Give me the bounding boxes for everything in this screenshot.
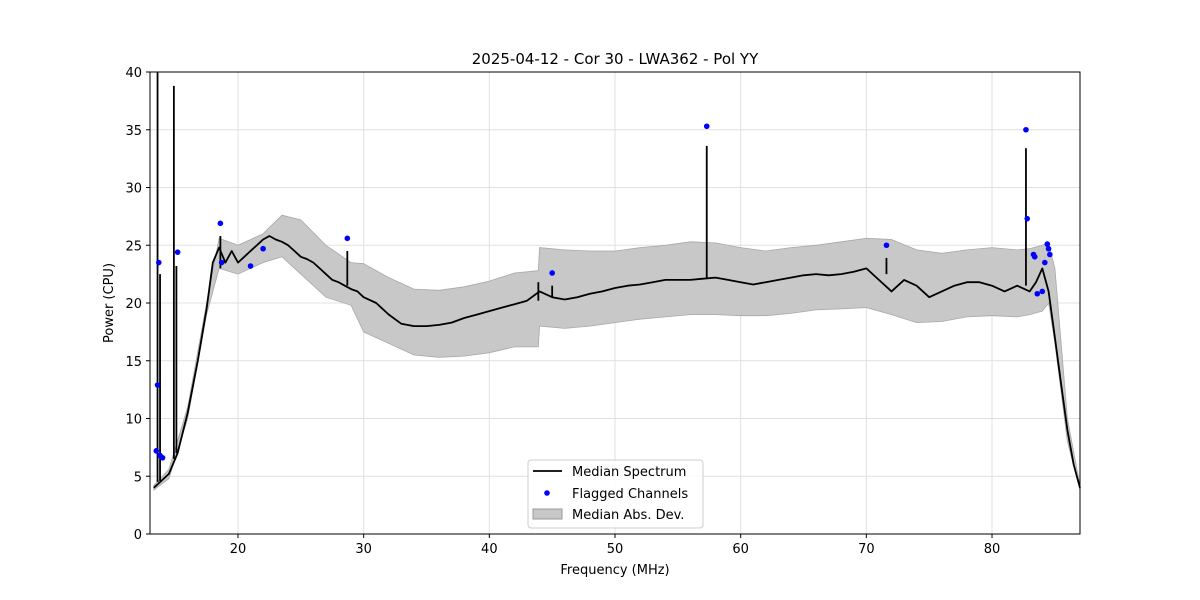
x-tick-label: 40 <box>481 542 498 557</box>
flagged-channel-point <box>1024 215 1031 222</box>
legend-flagged-label: Flagged Channels <box>572 487 688 502</box>
flagged-channel-point <box>1047 251 1053 258</box>
flagged-channel-point <box>549 270 555 276</box>
y-tick-label: 20 <box>125 297 142 312</box>
flagged-channel-point <box>344 235 351 242</box>
y-tick-label: 40 <box>125 66 142 81</box>
y-axis-title: Power (CPU) <box>102 263 117 343</box>
legend-flagged-swatch <box>544 490 550 496</box>
legend-mad-label: Median Abs. Dev. <box>572 508 684 523</box>
flagged-channel-point <box>1034 290 1041 297</box>
x-tick-label: 20 <box>230 542 247 557</box>
flagged-channel-point <box>883 242 890 249</box>
y-tick-label: 10 <box>125 413 142 428</box>
x-tick-label: 70 <box>858 542 875 557</box>
y-tick-label: 25 <box>125 239 142 254</box>
rfi-spikes <box>156 72 1027 483</box>
flagged-channel-point <box>260 245 266 252</box>
legend-median-label: Median Spectrum <box>572 465 686 480</box>
flagged-channel-point <box>1044 241 1051 247</box>
flagged-channel-point <box>1031 253 1038 260</box>
median-spectrum-line <box>153 235 1081 489</box>
x-tick-label: 50 <box>607 542 624 557</box>
flagged-channel-point <box>1023 126 1029 133</box>
flagged-channel-point <box>703 123 710 130</box>
y-tick-label: 5 <box>134 470 142 485</box>
flagged-channel-point <box>1045 245 1052 252</box>
legend-box <box>527 459 704 529</box>
x-tick-label: 30 <box>355 542 372 557</box>
flagged-channel-point <box>247 263 254 269</box>
flagged-channel-point <box>174 249 181 255</box>
flagged-channel-point <box>155 259 162 266</box>
legend: Median Spectrum Flagged Channels Median … <box>527 459 704 529</box>
flagged-channels-group <box>153 123 1053 461</box>
y-tick-label: 35 <box>125 124 142 139</box>
y-tick-label: 30 <box>125 182 142 197</box>
flagged-channel-point <box>1039 288 1046 295</box>
chart-title: 2025-04-12 - Cor 30 - LWA362 - Pol YY <box>472 50 759 68</box>
x-axis-title: Frequency (MHz) <box>560 563 669 578</box>
y-tick-label: 15 <box>125 355 142 370</box>
y-tick-label: 0 <box>134 528 142 543</box>
x-axis-ticks: 20 30 40 50 60 70 80 <box>230 534 1001 557</box>
legend-mad-swatch <box>532 508 563 520</box>
flagged-channel-point <box>159 454 166 461</box>
flagged-channel-point <box>153 448 160 454</box>
flagged-channel-point <box>217 220 224 227</box>
flagged-channel-point <box>154 382 161 388</box>
flagged-channel-point <box>1042 259 1048 266</box>
median-spectrum-group <box>153 235 1081 489</box>
x-tick-label: 80 <box>984 542 1001 557</box>
flagged-channel-point <box>218 259 225 266</box>
x-tick-label: 60 <box>732 542 749 557</box>
y-axis-ticks: 0 5 10 15 20 25 30 35 40 <box>125 66 150 543</box>
